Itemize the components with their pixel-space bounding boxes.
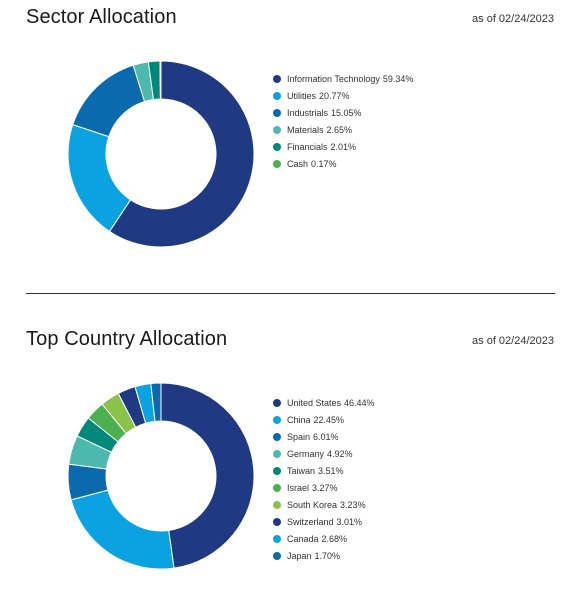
sector-legend-item: Financials 2.01% [273,138,413,155]
sector-as-of-date: as of 02/24/2023 [472,13,554,25]
sector-legend-item: Materials 2.65% [273,121,413,138]
legend-value: 4.92% [327,448,353,459]
legend-label: Canada [287,533,319,544]
legend-value: 3.51% [318,465,344,476]
country-legend: United States 46.44% China 22.45% Spain 6.01%… [273,394,375,564]
country-legend-item: Taiwan 3.51% [273,462,375,479]
legend-value: 20.77% [319,90,350,101]
legend-swatch-icon [273,415,281,424]
country-legend-item: Switzerland 3.01% [273,513,375,530]
legend-label: Spain [287,431,311,442]
country-legend-item: United States 46.44% [273,394,375,411]
legend-label: China [287,414,311,425]
legend-value: 3.27% [312,482,338,493]
legend-label: Israel [287,482,310,493]
legend-label: Germany [287,448,325,459]
country-legend-item: Spain 6.01% [273,428,375,445]
legend-swatch-icon [273,108,281,117]
country-allocation-section: Top Country Allocation as of 02/24/2023 … [0,322,567,593]
section-divider [26,293,555,294]
sector-slice-cash[interactable] [159,60,162,100]
sector-legend-item: Cash 0.17% [273,155,413,172]
legend-value: 0.17% [311,158,337,169]
country-legend-item: Canada 2.68% [273,530,375,547]
legend-label: Financials [287,141,328,152]
sector-legend-item: Industrials 15.05% [273,104,413,121]
legend-value: 6.01% [313,431,339,442]
legend-label: Information Technology [287,73,380,84]
legend-value: 15.05% [331,107,362,118]
legend-value: 3.01% [336,516,363,527]
country-legend-item: Germany 4.92% [273,445,375,462]
legend-swatch-icon [273,74,281,83]
legend-label: United States [287,397,342,408]
legend-swatch-icon [273,125,281,134]
sector-legend-item: Utilities 20.77% [273,87,413,104]
sector-allocation-title: Sector Allocation [26,6,177,28]
legend-swatch-icon [273,432,281,441]
legend-swatch-icon [273,500,281,509]
legend-label: Japan [287,550,312,561]
sector-slice-information-technology[interactable] [108,60,255,248]
sector-donut-chart [67,60,255,248]
country-legend-item: Japan 1.70% [273,547,375,564]
legend-value: 46.44% [344,397,375,408]
legend-swatch-icon [273,159,281,168]
legend-value: 2.65% [326,124,353,135]
legend-swatch-icon [273,449,281,458]
legend-label: Utilities [287,90,317,101]
legend-value: 22.45% [313,414,345,425]
legend-value: 59.34% [382,73,414,84]
country-legend-item: Israel 3.27% [273,479,375,496]
legend-label: Materials [287,124,324,135]
country-legend-item: China 22.45% [273,411,375,428]
legend-swatch-icon [273,91,281,100]
legend-label: South Korea [287,499,338,510]
country-slice-china[interactable] [70,489,175,570]
legend-swatch-icon [273,517,281,526]
legend-label: Cash [287,158,309,169]
legend-swatch-icon [273,483,281,492]
legend-label: Switzerland [287,516,334,527]
sector-slice-industrials[interactable] [72,64,146,138]
legend-swatch-icon [273,534,281,543]
legend-label: Taiwan [287,465,316,476]
legend-swatch-icon [273,142,281,151]
legend-swatch-icon [273,398,281,407]
country-slice-japan[interactable] [150,382,162,422]
sector-allocation-section: Sector Allocation as of 02/24/2023 Infor… [0,0,567,292]
country-slice-united-states[interactable] [160,382,255,569]
legend-value: 2.68% [321,533,348,544]
country-legend-item: South Korea 3.23% [273,496,375,513]
legend-swatch-icon [273,551,281,560]
country-allocation-title: Top Country Allocation [26,328,228,350]
legend-swatch-icon [273,466,281,475]
country-as-of-date: as of 02/24/2023 [472,335,554,347]
legend-label: Industrials [287,107,329,118]
legend-value: 2.01% [330,141,357,152]
legend-value: 1.70% [314,550,341,561]
sector-legend-item: Information Technology 59.34% [273,70,413,87]
legend-value: 3.23% [340,499,366,510]
sector-legend: Information Technology 59.34% Utilities 20.… [273,70,413,172]
country-donut-chart [67,382,255,570]
